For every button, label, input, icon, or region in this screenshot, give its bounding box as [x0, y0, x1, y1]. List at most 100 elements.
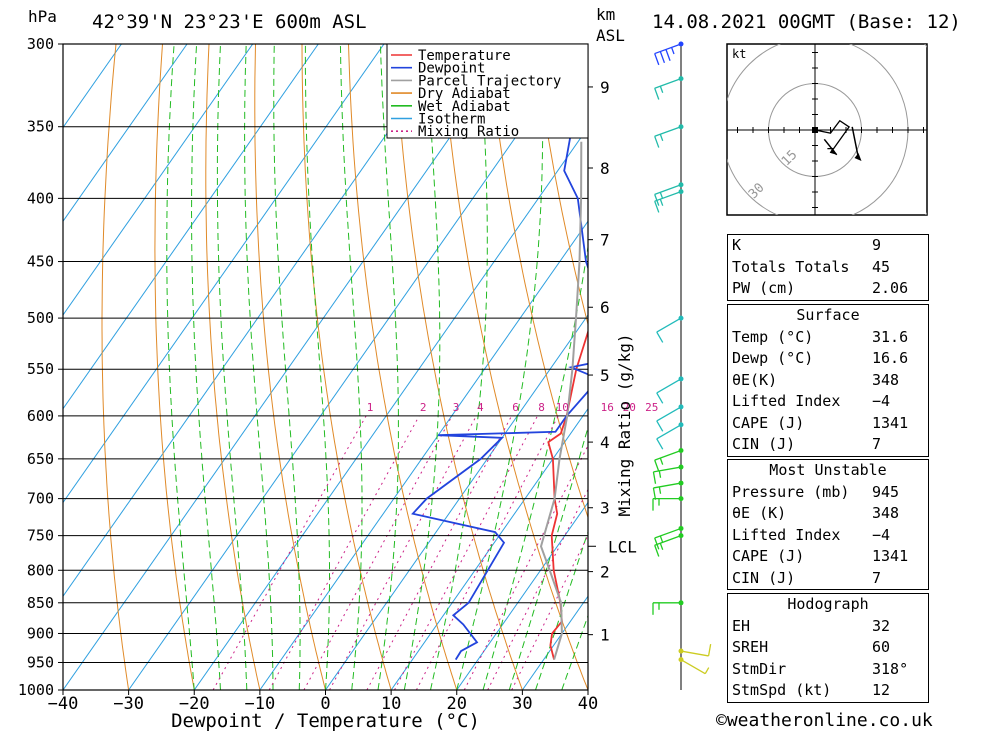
mean-wind-arrow	[851, 126, 860, 159]
height-tick-label: 5	[600, 366, 610, 385]
wind-barb-shaft	[656, 378, 682, 394]
pressure-unit-label: hPa	[28, 7, 57, 26]
site-credit[interactable]: ©weatheronline.co.uk	[716, 710, 933, 731]
x-tick-label: −20	[179, 694, 210, 714]
hodograph-row: SREH 60	[732, 638, 891, 656]
lcl-label: LCL	[608, 537, 637, 556]
isotherm-line	[63, 44, 122, 129]
pressure-tick-label: 600	[27, 407, 54, 425]
wind-barb-shaft	[654, 78, 682, 89]
surface-row: θE(K) 348	[732, 370, 900, 389]
pressure-tick-label: 700	[27, 490, 54, 508]
wind-barb-shaft	[680, 659, 706, 675]
surface-row: Temp (°C) 31.6	[732, 327, 909, 346]
mixing-ratio-label: 20	[623, 401, 636, 414]
pressure-tick-label: 400	[27, 189, 54, 207]
wind-barb-shaft	[654, 190, 682, 202]
height-tick-label: 3	[600, 499, 610, 518]
storm-motion-arrowhead	[829, 147, 837, 155]
most-unstable-row: Lifted Index −4	[732, 525, 891, 544]
x-axis-title: Dewpoint / Temperature (°C)	[171, 710, 480, 732]
most-unstable-row: CIN (J) 7	[732, 568, 882, 587]
mixing-ratio-label: 4	[477, 401, 484, 414]
wind-barb	[654, 182, 684, 206]
isotherm-line	[128, 44, 582, 690]
mixing-ratio-label: 8	[538, 401, 545, 414]
wind-barb-shaft	[654, 43, 682, 55]
wind-barb-flag	[654, 200, 660, 213]
legend-box	[386, 43, 589, 139]
wind-barb	[656, 422, 684, 450]
wind-barb-flag	[652, 487, 657, 500]
isotherm-line	[456, 501, 588, 690]
wind-barb	[652, 464, 684, 484]
wind-barb-flag	[652, 471, 657, 484]
pressure-tick-label: 450	[27, 253, 54, 271]
wind-barb	[652, 496, 684, 511]
index-row: PW (cm) 2.06	[732, 279, 909, 297]
wind-barb-shaft	[654, 126, 682, 137]
height-tick-label: 8	[600, 159, 610, 178]
pressure-tick-label: 650	[27, 450, 54, 468]
pressure-tick-label: 750	[27, 527, 54, 545]
height-tick-label: 1	[600, 626, 610, 645]
height-tick-label: 9	[600, 78, 610, 97]
pressure-tick-label: 500	[27, 309, 54, 327]
pressure-tick-label: 350	[27, 118, 54, 136]
x-tick-label: 0	[320, 694, 330, 714]
wind-barb	[656, 404, 684, 432]
wind-barb-shaft	[654, 535, 682, 546]
isotherm-line	[325, 314, 588, 690]
wind-barb-flag	[707, 643, 712, 657]
dry-adiabat-line	[254, 44, 326, 690]
dry-adiabat-line	[534, 44, 588, 327]
hodograph-row: StmSpd (kt) 12	[732, 681, 891, 699]
surface-row: Dewp (°C) 16.6	[732, 349, 909, 367]
height-tick-label: 6	[600, 298, 610, 317]
dry-adiabat-line	[205, 44, 261, 690]
wet-adiabat-line	[304, 44, 330, 690]
legend-item: Wet Adiabat	[418, 99, 511, 115]
dry-adiabat-line	[301, 44, 392, 690]
wind-barb-shaft	[653, 482, 682, 489]
wind-barb-flag	[654, 537, 660, 550]
x-tick-label: 40	[578, 694, 598, 714]
mixing-ratio-line	[303, 415, 453, 690]
wind-barb-flag	[656, 420, 664, 432]
wind-barb-shaft	[654, 449, 682, 461]
wind-barb-flag	[659, 134, 664, 142]
isotherm-line	[259, 220, 588, 690]
wind-barb	[656, 315, 684, 343]
wind-barb-flag	[659, 542, 664, 550]
most-unstable-row: CAPE (J) 1341	[732, 547, 909, 565]
isotherm-line	[63, 44, 516, 690]
wind-barb-flag	[654, 87, 660, 100]
km-unit-label: km	[596, 5, 615, 24]
wet-adiabat-line	[339, 44, 363, 690]
wind-barb	[678, 643, 712, 657]
hodograph-title: Hodograph	[787, 595, 869, 613]
wind-barb	[654, 525, 684, 550]
wind-barb-flag	[659, 457, 664, 465]
datetime-title: 14.08.2021 00GMT (Base: 12)	[652, 11, 961, 33]
wind-barb-flag	[659, 535, 664, 543]
wind-barb-shaft	[654, 527, 682, 539]
hodograph-ring-label: 45	[713, 213, 735, 235]
wind-barb-flag	[654, 136, 660, 148]
wind-barb-shaft	[656, 424, 682, 440]
wet-adiabat-line	[216, 44, 248, 690]
wind-barb-flag	[658, 486, 662, 494]
pressure-tick-label: 300	[27, 35, 54, 53]
most-unstable-table: Most Unstable Pressure (mb) 945 θE (K) 348…	[727, 459, 929, 590]
wind-barb	[654, 41, 684, 66]
legend-item: Mixing Ratio	[418, 124, 519, 140]
x-tick-label: 20	[447, 694, 467, 714]
wind-barb-shaft	[656, 317, 682, 333]
mixing-ratio-line	[268, 415, 420, 690]
wind-barb	[654, 448, 684, 472]
mixing-ratio-label: 10	[556, 401, 569, 414]
pressure-tick-label: 800	[27, 561, 54, 579]
wind-barb-flag	[654, 459, 660, 472]
